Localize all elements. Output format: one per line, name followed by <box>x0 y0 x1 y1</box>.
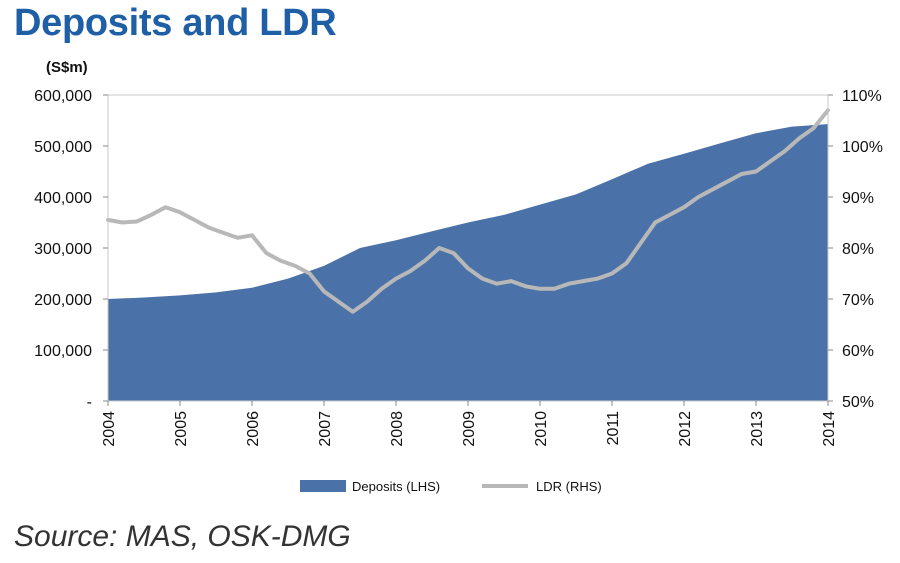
area-layer <box>108 124 828 401</box>
y-left-tick-label: 200,000 <box>34 292 92 309</box>
legend-label-deposits: Deposits (LHS) <box>352 479 440 494</box>
y-right-tick-label: 90% <box>842 190 874 207</box>
series-line-ldr <box>106 108 830 314</box>
y-left-tick-label: 100,000 <box>34 343 92 360</box>
y-right-tick-label: 70% <box>842 292 874 309</box>
x-tick-label: 2014 <box>821 411 838 447</box>
x-tick-label: 2006 <box>245 411 262 447</box>
axis-layer: - 100,000 200,000 300,000 400,000 500,000 600,… <box>34 88 883 447</box>
y-right-tick-label: 110% <box>842 88 882 105</box>
x-tick-label: 2013 <box>749 411 766 447</box>
y-right-tick-label: 100% <box>842 139 883 156</box>
y-left-tick-label: 600,000 <box>34 88 92 105</box>
y-right-tick-label: 80% <box>842 241 874 258</box>
chart-title: Deposits and LDR <box>14 2 337 44</box>
x-tick-label: 2010 <box>533 411 550 447</box>
y-right-tick-label: 60% <box>842 343 874 360</box>
legend-swatch-deposits <box>300 480 346 492</box>
line-layer <box>106 108 830 314</box>
x-tick-label: 2012 <box>677 411 694 447</box>
x-tick-label: 2008 <box>389 411 406 447</box>
x-tick-label: 2007 <box>317 411 334 447</box>
series-area-deposits <box>108 124 828 401</box>
source-note: Source: MAS, OSK-DMG <box>14 520 351 553</box>
y-left-tick-label: 500,000 <box>34 139 92 156</box>
legend-label-ldr: LDR (RHS) <box>536 479 602 494</box>
x-tick-label: 2009 <box>461 411 478 447</box>
y-left-tick-label: 300,000 <box>34 241 92 258</box>
x-tick-label: 2004 <box>101 411 118 447</box>
x-tick-label: 2005 <box>173 411 190 447</box>
legend: Deposits (LHS) LDR (RHS) <box>300 479 602 494</box>
x-tick-label: 2011 <box>605 411 622 446</box>
y-axis-unit-label: (S$m) <box>46 59 88 76</box>
y-left-tick-label: - <box>87 394 92 411</box>
y-left-tick-label: 400,000 <box>34 190 92 207</box>
y-right-tick-label: 50% <box>842 394 874 411</box>
